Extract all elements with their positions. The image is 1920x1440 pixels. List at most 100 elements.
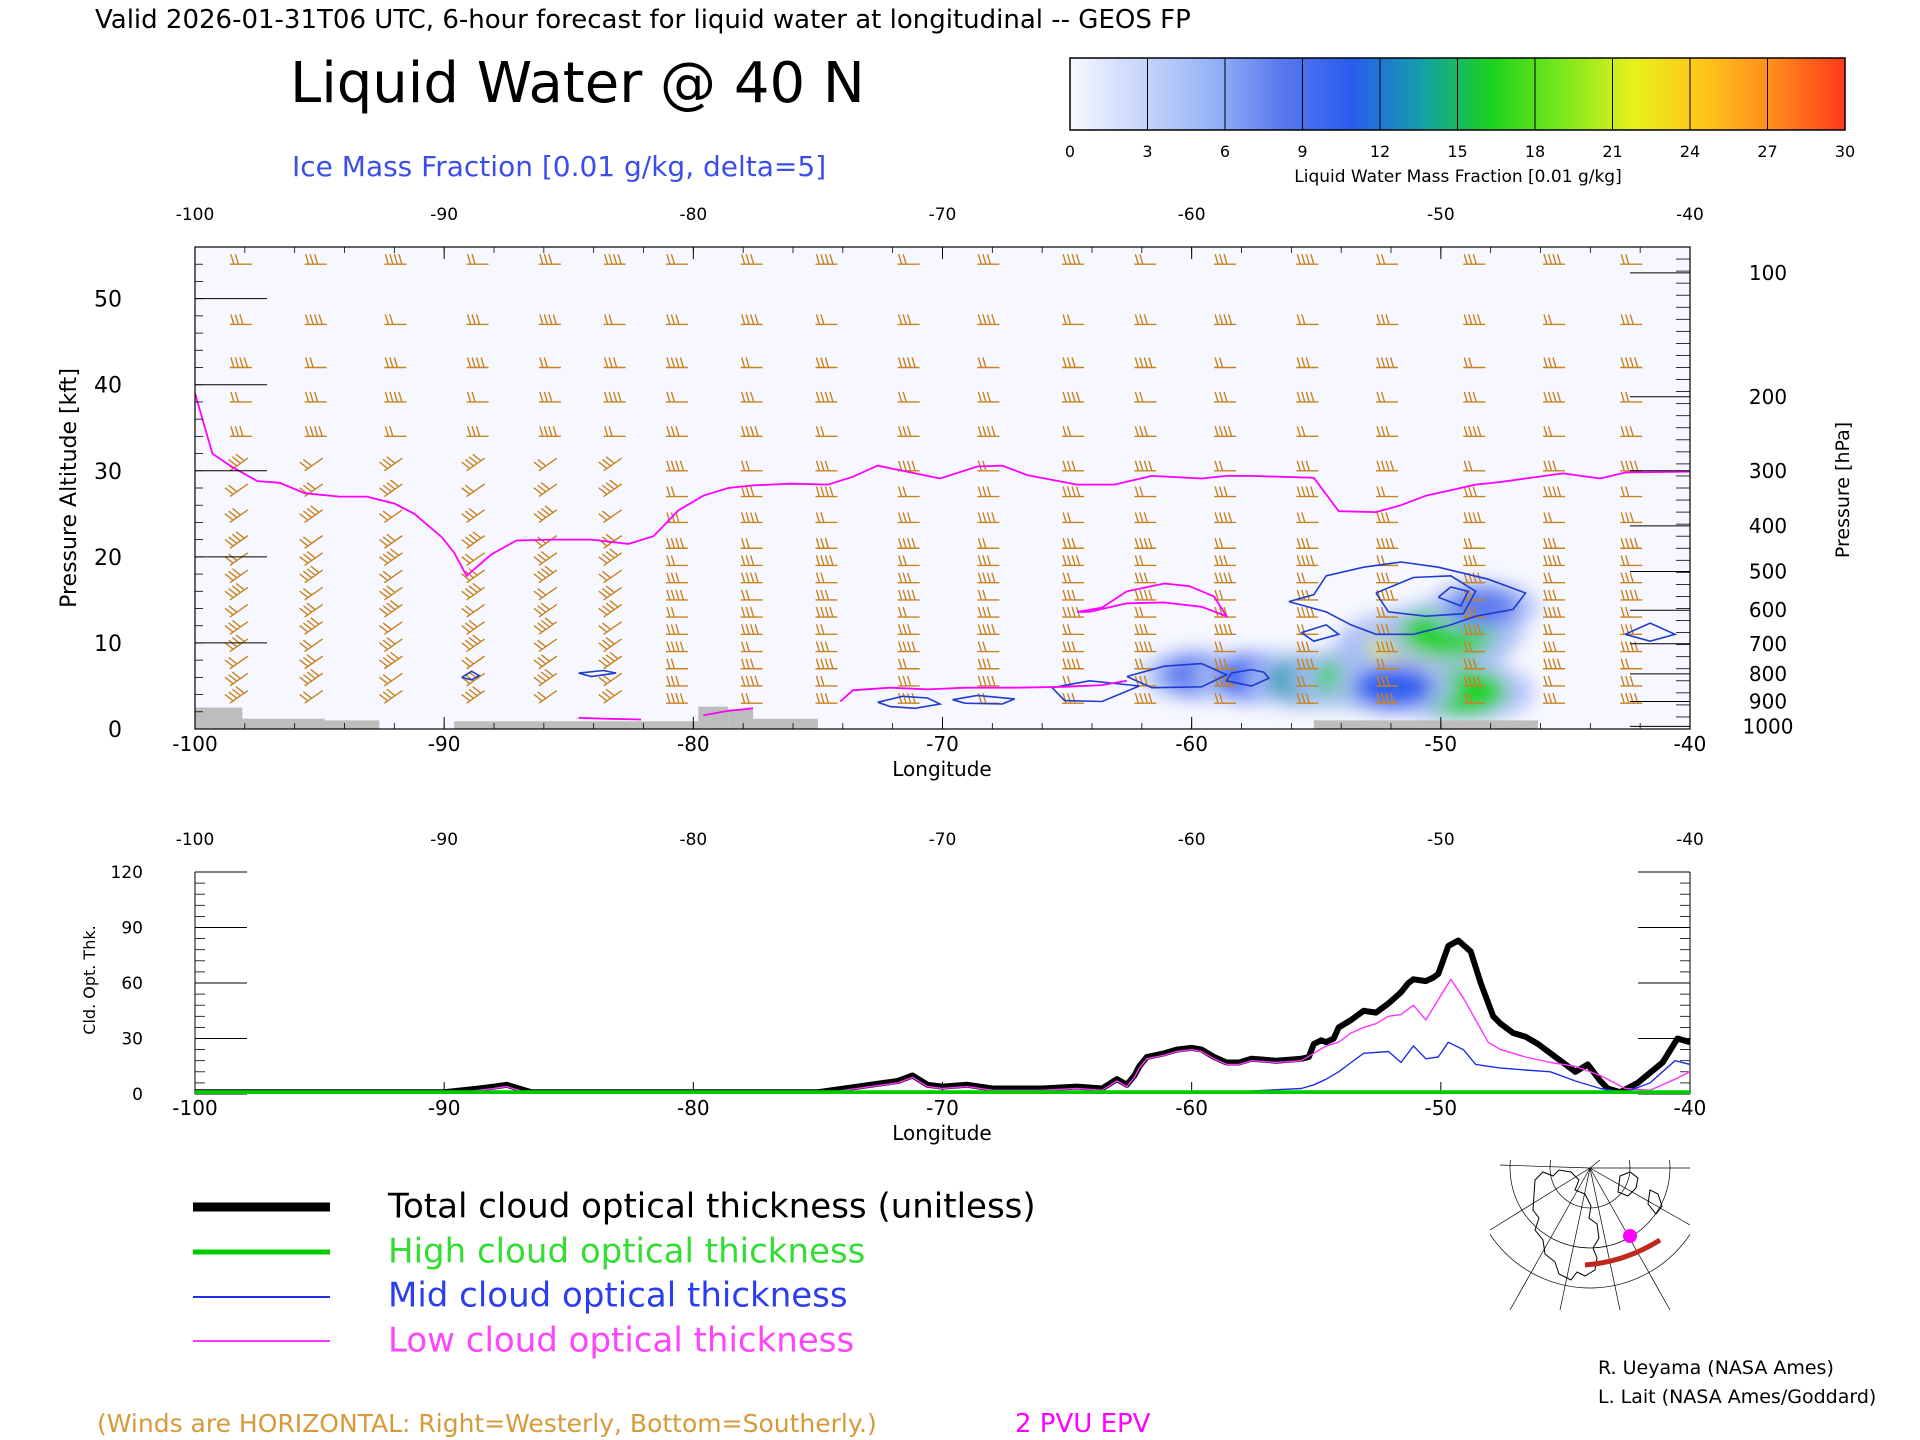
wind-barb (665, 692, 688, 704)
wind-barb (740, 512, 763, 524)
wind-barb (1214, 357, 1237, 369)
credit-2: L. Lait (NASA Ames/Goddard) (1598, 1386, 1876, 1408)
epv-segment (703, 707, 754, 717)
wind-barb (1296, 538, 1319, 549)
wind-barb (815, 572, 838, 584)
wind-barb (461, 552, 486, 567)
wind-barb (740, 589, 763, 601)
terrain (195, 706, 1539, 729)
wind-barb (1134, 624, 1157, 636)
top-ylabel: Pressure Altitude [kft] (57, 368, 82, 608)
wind-barb (1376, 426, 1399, 438)
wind-barb (379, 672, 403, 687)
wind-barb (379, 456, 403, 472)
wind-barb (1214, 538, 1237, 549)
wind-barb (1463, 254, 1486, 265)
wind-barb (1214, 658, 1237, 670)
wind-barb (1134, 589, 1157, 601)
wind-barb (379, 637, 403, 653)
wind-barb (1134, 692, 1157, 704)
wind-barb (740, 675, 763, 687)
wind-barb (1062, 512, 1085, 524)
wind-barb (977, 675, 1000, 687)
wind-barb (815, 486, 838, 498)
wind-barb (1296, 641, 1319, 653)
wind-barb (379, 533, 403, 549)
ice-contour (1624, 622, 1678, 643)
wind-barb (379, 621, 403, 635)
wind-barb (598, 651, 623, 670)
wind-barb (897, 538, 920, 549)
bottom-y-tick-label: 0 (132, 1085, 143, 1105)
wind-barb (815, 624, 838, 636)
wind-barb (897, 589, 920, 601)
wind-barb (224, 686, 249, 704)
top-y-tick-label: 40 (94, 374, 122, 399)
wind-barb (1463, 641, 1486, 653)
wind-barb (379, 651, 403, 670)
bottom-x-tick-label: -40 (1674, 1096, 1707, 1120)
wind-barb (1134, 641, 1157, 653)
wind-barb (1134, 460, 1157, 472)
wind-barb (1620, 426, 1643, 438)
wind-barb (1214, 555, 1237, 567)
wind-barb (897, 606, 920, 618)
bottom-x-tick-label: -90 (428, 1096, 461, 1120)
wind-barb (299, 565, 324, 584)
wind-barb (740, 314, 763, 326)
wind-barb (1134, 486, 1157, 498)
wind-barb (977, 486, 1000, 498)
north-america-outline (1532, 1169, 1663, 1281)
terrain-block (324, 720, 380, 729)
wind-barb (1296, 391, 1319, 403)
bottom-x-tick-label-top: -90 (430, 830, 458, 850)
wind-barb (665, 658, 688, 670)
wind-barb (1134, 314, 1157, 326)
wind-barb (598, 569, 623, 584)
wind-barb (598, 621, 623, 635)
wind-barb (299, 457, 324, 472)
wind-barb (1542, 624, 1565, 636)
wind-barb (1620, 572, 1643, 584)
ice-contour (877, 695, 943, 710)
wind-barb (224, 568, 249, 584)
wind-barb (1376, 658, 1399, 670)
wind-barb (1214, 314, 1237, 326)
colorbar-tick-labels: 0 3 6 9 12 15 18 21 24 27 30 (1065, 142, 1855, 161)
wind-barb (533, 654, 558, 670)
wind-barb (533, 602, 558, 618)
wind-barb (1463, 357, 1486, 369)
wind-barb (1463, 391, 1486, 403)
wind-barb (299, 586, 324, 601)
series-total-line (195, 937, 1690, 1094)
ice-contour (1437, 586, 1470, 607)
wind-barb (384, 254, 407, 265)
terrain-block (728, 709, 754, 729)
wind-barb (1062, 357, 1085, 369)
wind-barb (1062, 391, 1085, 403)
wind-barb (1463, 426, 1486, 438)
wind-barb (1134, 391, 1157, 403)
wind-barb (1062, 589, 1085, 601)
colorbar-tick: 0 (1065, 142, 1075, 161)
ice-contour (461, 670, 481, 681)
wind-barb (977, 606, 1000, 618)
wind-barb (815, 692, 838, 704)
wind-barb (1134, 512, 1157, 524)
series-low-line (195, 978, 1690, 1094)
wind-barb (461, 655, 486, 670)
wind-barb (1463, 675, 1486, 687)
wind-barb (1062, 538, 1085, 549)
wind-barb (1062, 314, 1085, 326)
wind-barb (815, 314, 838, 326)
wind-barb (1134, 357, 1157, 369)
epv-2pvu-line (195, 393, 1690, 578)
top-x-tick-label-top: -40 (1676, 205, 1704, 225)
colorbar-dividers (1147, 58, 1768, 130)
wind-barb (740, 357, 763, 369)
wind-barb (533, 638, 558, 653)
epv-loop (1076, 582, 1229, 618)
bottom-x-tick-label-top: -70 (929, 830, 957, 850)
colorbar-tick: 27 (1757, 142, 1777, 161)
wind-barb (977, 314, 1000, 326)
